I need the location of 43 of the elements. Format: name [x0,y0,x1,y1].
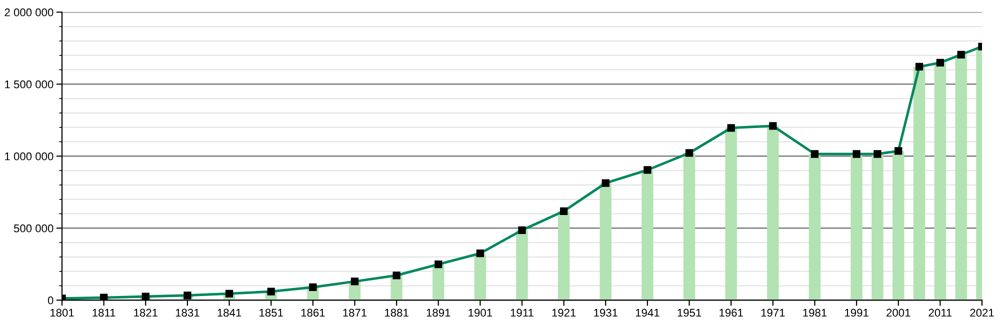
y-tick-label: 0 [48,296,54,304]
bar [600,183,612,300]
bar [474,253,486,300]
x-tick-label: 1881 [385,308,408,317]
y-tick-label: 500 000 [14,224,54,232]
x-tick-label: 1831 [176,308,200,317]
x-tick-label: 2001 [886,308,910,317]
x-tick-label: 1931 [594,308,618,317]
x-tick-label: 1961 [720,308,743,317]
x-tick-label: 1871 [343,308,367,317]
x-tick-label: 1941 [636,308,660,317]
y-tick-label: 1 500 000 [5,80,54,88]
bar [934,62,946,300]
x-tick-label: 1811 [92,308,116,317]
x-tick-label: 1951 [678,308,702,317]
x-tick-label: 1851 [260,308,283,317]
bar [725,128,737,300]
x-tick-label: 1861 [301,308,325,317]
bar [913,66,926,300]
x-tick-label: 1991 [845,308,868,317]
y-tick-label: 1 000 000 [5,152,54,160]
bar [767,126,779,300]
x-tick-label: 2021 [970,308,994,317]
bar [808,154,821,300]
bar [683,152,696,300]
bar [642,170,654,300]
bar [850,154,862,300]
x-tick-label: 1911 [510,308,534,317]
bar [516,230,528,300]
bar [872,154,884,300]
bar [892,150,904,300]
x-tick-label: 1891 [426,308,450,317]
y-tick-label: 2 000 000 [4,8,54,16]
x-tick-label: 1971 [761,308,785,317]
x-tick-label: 1901 [468,308,492,317]
x-tick-label: 1841 [218,308,242,317]
x-tick-label: 1921 [552,308,576,317]
x-tick-label: 1801 [50,308,74,317]
bar [558,211,570,300]
x-tick-label: 2011 [928,308,952,317]
bar [955,54,967,300]
x-tick-label: 1821 [134,308,158,317]
x-tick-label: 1981 [803,308,827,317]
